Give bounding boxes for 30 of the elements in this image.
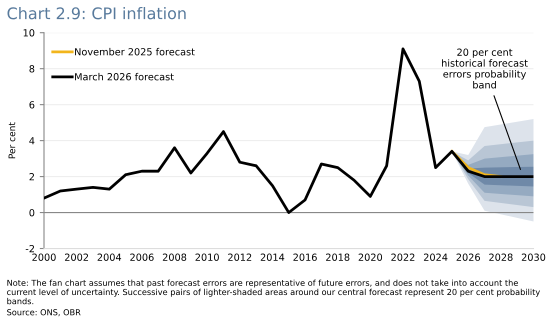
x-tick-label: 2000 [32, 254, 56, 261]
y-tick-label: 8 [29, 65, 34, 72]
x-tick-label: 2006 [130, 254, 154, 261]
x-tick-label: 2018 [326, 254, 350, 261]
y-tick-label: 4 [29, 137, 34, 144]
x-tick-label: 2014 [260, 254, 284, 261]
y-tick-label: -2 [26, 245, 34, 252]
x-tick-label: 2020 [358, 254, 382, 261]
x-tick-label: 2026 [456, 254, 480, 261]
y-axis-title: Per cent [8, 122, 16, 158]
x-tick-label: 2002 [64, 254, 88, 261]
y-tick-label: 6 [29, 101, 34, 108]
x-tick-label: 2030 [522, 254, 546, 261]
y-tick-label: 10 [24, 29, 34, 37]
source-note: Source: ONS, OBR [7, 309, 81, 316]
x-tick-label: 2008 [162, 254, 186, 261]
x-tick-label: 2004 [98, 254, 122, 261]
x-tick-label: 2016 [293, 254, 317, 261]
text: Note: The fan chart assumes that past forecast errors are representative of future errors, and does not take into account the current level of uncertainty. Successive pairs of lighter-shaded areas around our central forecast represent 20 per cent probability bands. [7, 280, 540, 304]
x-tick-label: 2022 [391, 254, 414, 261]
legend-label: March 2026 forecast [75, 72, 174, 80]
x-tick-label: 2028 [489, 254, 513, 261]
y-tick-label: 0 [29, 209, 34, 216]
y-tick-label: 2 [30, 173, 34, 180]
x-tick-label: 2024 [424, 254, 448, 261]
x-tick-label: 2012 [228, 254, 252, 261]
chart-title: Chart 2.9: CPI inflation [7, 6, 186, 20]
x-tick-label: 2010 [196, 254, 219, 261]
annotation: 20 per cent historical forecast errors probability band [442, 48, 528, 89]
legend-label: November 2025 forecast [75, 48, 195, 56]
